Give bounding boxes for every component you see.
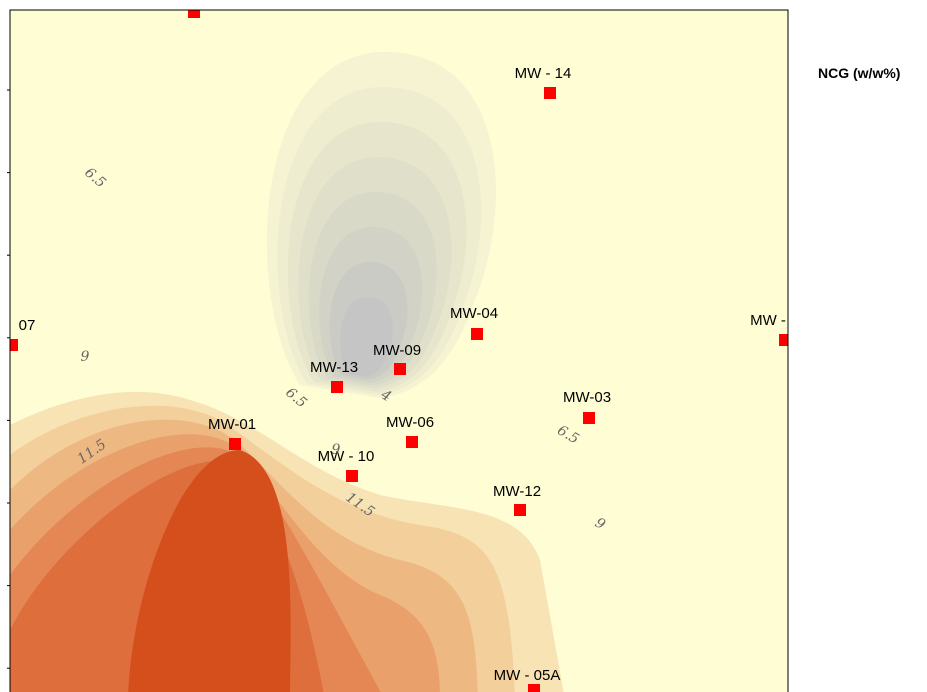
well-marker — [528, 684, 540, 692]
well-marker — [346, 470, 358, 482]
legend-title: NCG (w/w%) — [818, 65, 900, 81]
ticks — [7, 89, 10, 669]
well-marker — [229, 438, 241, 450]
well-label: MW - 05A — [494, 667, 561, 684]
well-marker — [406, 436, 418, 448]
well-label: MW-12 — [493, 483, 541, 500]
well-marker — [544, 87, 556, 99]
well-label: MW-06 — [386, 414, 434, 431]
well-label: MW-01 — [208, 416, 256, 433]
well-label: MW-09 — [373, 342, 421, 359]
well-label: MW-13 — [310, 359, 358, 376]
well-label: MW-03 — [563, 389, 611, 406]
contour-band — [340, 296, 393, 377]
contour-band — [128, 450, 291, 692]
well-marker — [10, 339, 18, 351]
well-marker — [583, 412, 595, 424]
well-label: MW - — [750, 312, 786, 329]
well-marker — [331, 381, 343, 393]
contour-label: 9 — [81, 349, 90, 365]
well-label: 07 — [19, 317, 36, 334]
well-label: MW - 10 — [318, 448, 375, 465]
well-marker — [514, 504, 526, 516]
well-marker — [394, 363, 406, 375]
well-label: MW - 14 — [515, 65, 572, 82]
well-marker — [779, 334, 788, 346]
well-marker — [188, 10, 200, 18]
map-frame — [9, 9, 789, 692]
contour-label: 9 — [332, 442, 341, 458]
well-label: MW-04 — [450, 305, 498, 322]
well-marker — [471, 328, 483, 340]
contours — [10, 51, 564, 692]
